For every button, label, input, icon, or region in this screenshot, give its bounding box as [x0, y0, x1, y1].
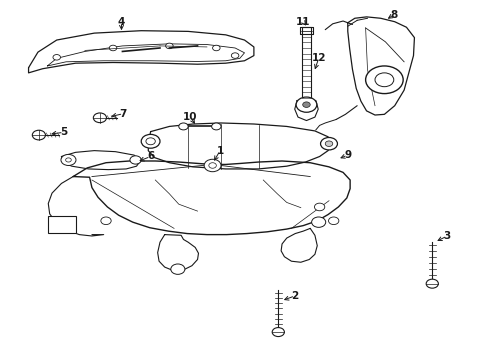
Polygon shape: [302, 27, 310, 100]
Circle shape: [212, 45, 220, 51]
Circle shape: [170, 264, 184, 274]
Circle shape: [211, 123, 221, 130]
Circle shape: [203, 159, 221, 172]
Polygon shape: [61, 150, 140, 170]
Circle shape: [302, 102, 309, 107]
Circle shape: [272, 328, 284, 337]
Text: 7: 7: [120, 109, 127, 119]
Circle shape: [231, 53, 238, 58]
Text: 9: 9: [344, 150, 350, 160]
Circle shape: [109, 45, 117, 51]
Circle shape: [296, 97, 316, 112]
Circle shape: [93, 113, 106, 123]
Text: 3: 3: [443, 231, 450, 241]
Polygon shape: [347, 17, 414, 115]
Text: 6: 6: [147, 152, 154, 162]
Text: 11: 11: [295, 17, 310, 27]
Circle shape: [32, 130, 45, 140]
Circle shape: [320, 138, 337, 150]
Circle shape: [53, 55, 61, 60]
Polygon shape: [28, 31, 253, 73]
Circle shape: [208, 163, 216, 168]
Circle shape: [314, 203, 324, 211]
Text: 12: 12: [311, 53, 325, 63]
Circle shape: [61, 154, 76, 166]
Circle shape: [65, 158, 71, 162]
Circle shape: [325, 141, 332, 147]
Circle shape: [145, 138, 155, 145]
Circle shape: [374, 73, 393, 87]
Circle shape: [311, 217, 325, 228]
Polygon shape: [294, 100, 318, 121]
Text: 4: 4: [118, 17, 125, 27]
Text: 8: 8: [389, 10, 397, 20]
Circle shape: [101, 217, 111, 225]
Circle shape: [365, 66, 402, 94]
Circle shape: [426, 279, 437, 288]
Circle shape: [328, 217, 338, 225]
Polygon shape: [299, 27, 312, 34]
Text: 1: 1: [216, 146, 223, 156]
Text: 10: 10: [183, 112, 197, 122]
Text: 2: 2: [291, 291, 298, 301]
Circle shape: [130, 156, 141, 164]
Polygon shape: [148, 123, 331, 169]
Circle shape: [179, 123, 188, 130]
Polygon shape: [73, 161, 349, 235]
FancyBboxPatch shape: [48, 216, 75, 233]
Text: 5: 5: [60, 127, 67, 137]
Circle shape: [165, 43, 173, 49]
Polygon shape: [157, 235, 198, 271]
Polygon shape: [281, 228, 317, 262]
Circle shape: [141, 134, 160, 148]
